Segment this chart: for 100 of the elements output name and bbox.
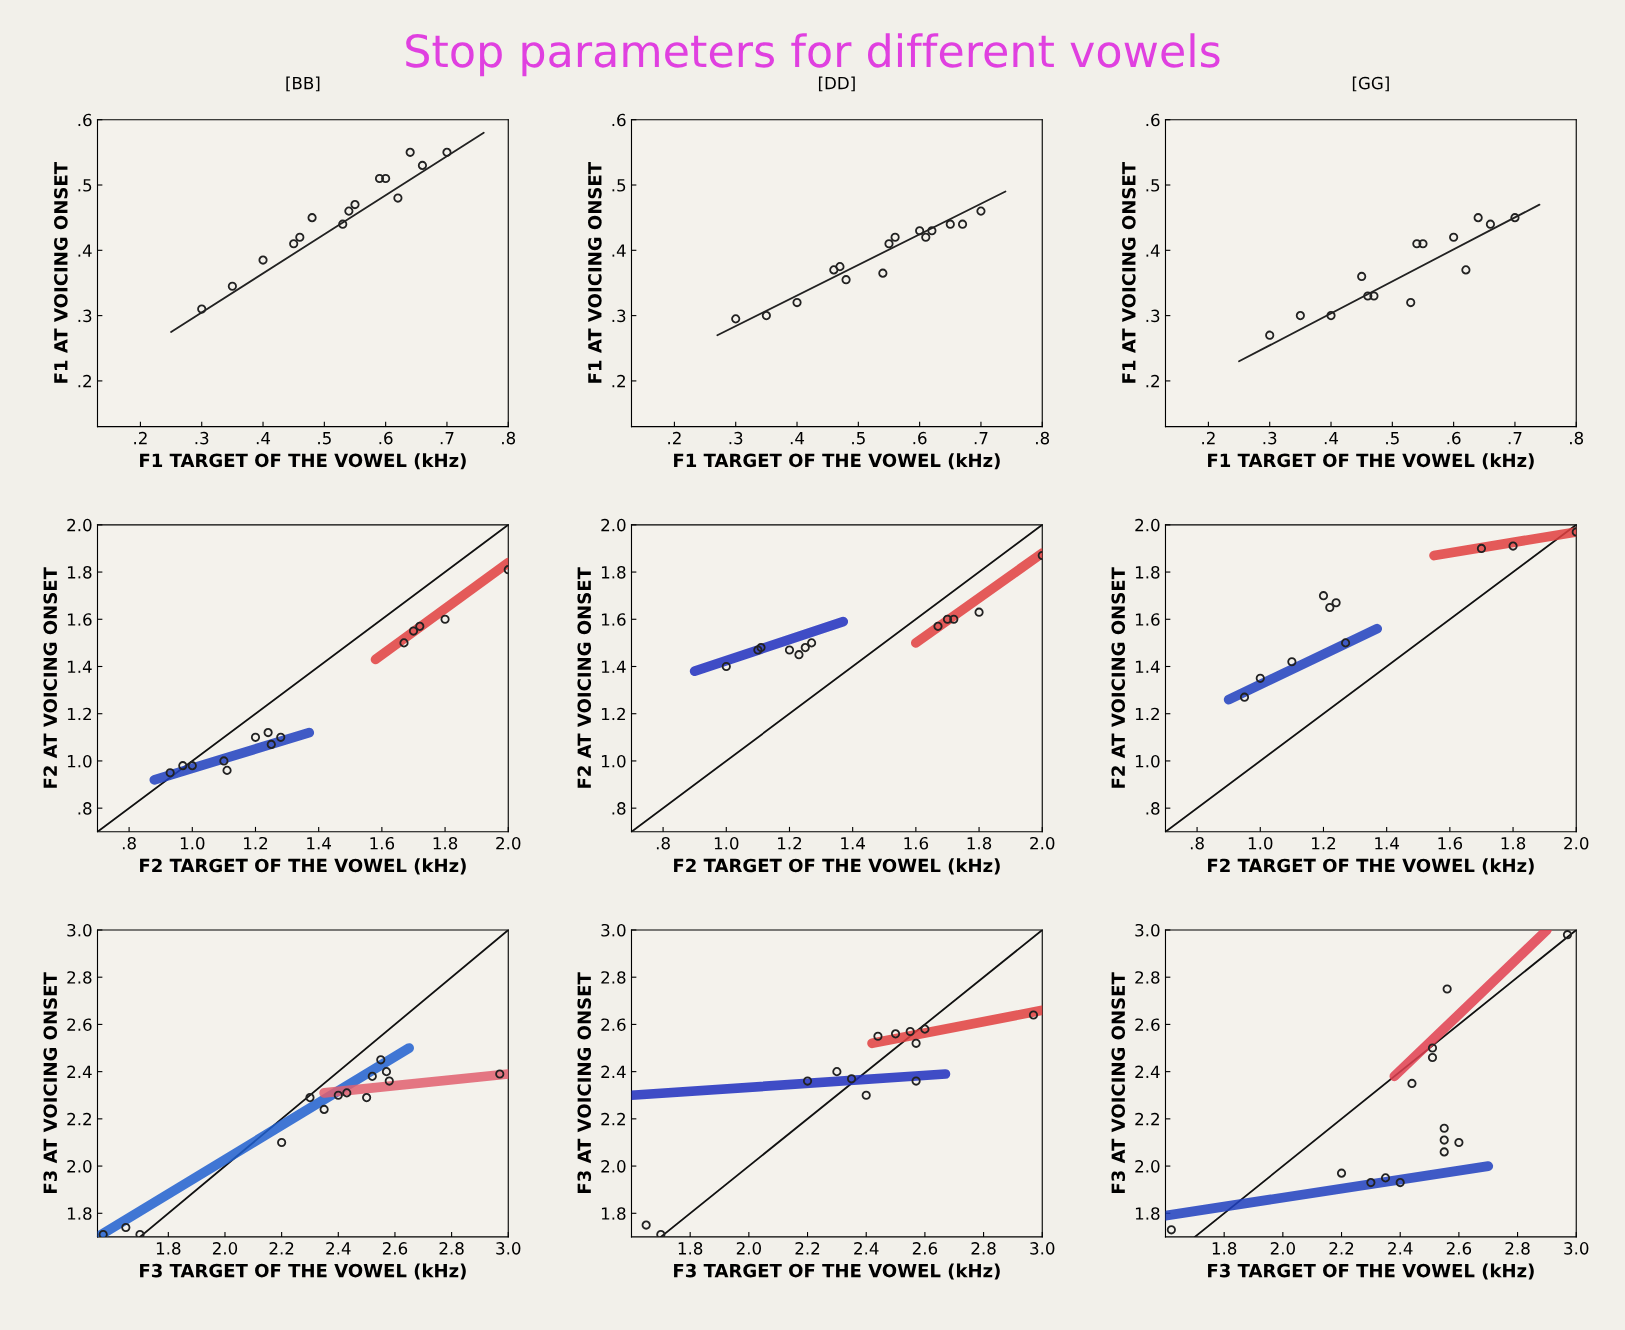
x-tick-label: .8 xyxy=(502,431,516,445)
x-tick-label: 2.8 xyxy=(439,1242,464,1255)
y-axis-title: F2 AT VOICING ONSET xyxy=(43,567,58,788)
y-tick-label: .3 xyxy=(612,309,626,323)
x-tick-label: 1.8 xyxy=(1501,836,1526,850)
y-tick-label: 2.6 xyxy=(1135,1018,1160,1031)
y-axis-title: F3 AT VOICING ONSET xyxy=(43,972,58,1193)
x-tick-label: 2.8 xyxy=(971,1242,996,1255)
x-tick-label: 1.0 xyxy=(714,836,739,850)
y-tick-label: 3.0 xyxy=(1135,923,1160,937)
x-tick-label: .7 xyxy=(440,432,454,445)
chart-title: [BB] xyxy=(286,76,320,92)
y-tick-label: 1.0 xyxy=(601,754,626,768)
x-axis-title: F2 TARGET OF THE VOWEL (kHz) xyxy=(1208,858,1534,875)
y-tick-label: .5 xyxy=(78,179,92,192)
x-tick-label: .2 xyxy=(1202,431,1215,445)
x-tick-label: 1.4 xyxy=(307,837,331,850)
y-tick-label: .6 xyxy=(1146,113,1160,127)
x-tick-label: 1.8 xyxy=(156,1242,181,1255)
y-tick-label: .2 xyxy=(78,374,91,388)
x-tick-label: .8 xyxy=(656,836,670,850)
y-tick-label: 2.0 xyxy=(601,1160,626,1173)
x-tick-label: 1.0 xyxy=(1248,836,1273,850)
y-tick-label: .5 xyxy=(1146,179,1160,192)
x-tick-label: 2.0 xyxy=(1564,836,1589,850)
y-tick-label: 1.8 xyxy=(1135,566,1160,579)
x-axis-title: F3 TARGET OF THE VOWEL (kHz) xyxy=(1208,1263,1534,1280)
y-tick-label: 1.8 xyxy=(601,1207,626,1220)
y-tick-label: .2 xyxy=(612,374,625,388)
x-tick-label: 2.6 xyxy=(382,1242,408,1255)
y-tick-label: 2.6 xyxy=(67,1018,92,1031)
y-tick-label: 2.0 xyxy=(1135,1160,1160,1173)
x-tick-label: 1.4 xyxy=(1375,837,1399,850)
y-tick-label: .6 xyxy=(78,113,92,127)
y-tick-label: 1.6 xyxy=(1135,613,1160,626)
x-tick-label: 3.0 xyxy=(496,1242,521,1255)
x-tick-label: .3 xyxy=(1263,431,1277,445)
x-tick-label: .7 xyxy=(1508,432,1522,445)
x-tick-label: .4 xyxy=(790,432,805,445)
y-tick-label: 2.2 xyxy=(1135,1112,1159,1126)
y-tick-label: 2.8 xyxy=(1135,971,1160,984)
x-tick-label: .5 xyxy=(1386,432,1399,445)
y-tick-label: 1.8 xyxy=(67,1207,92,1220)
x-tick-label: .3 xyxy=(729,431,743,445)
x-tick-label: 2.2 xyxy=(1329,1242,1354,1255)
y-tick-label: 1.8 xyxy=(1135,1207,1160,1220)
y-tick-label: 1.6 xyxy=(601,613,626,626)
y-tick-label: .8 xyxy=(1146,802,1160,815)
y-tick-label: 1.2 xyxy=(1135,707,1159,721)
y-axis-title: F3 AT VOICING ONSET xyxy=(577,972,592,1193)
y-axis-title: F1 AT VOICING ONSET xyxy=(588,162,602,383)
x-tick-label: 3.0 xyxy=(1564,1242,1589,1255)
x-tick-label: .8 xyxy=(1190,836,1204,850)
x-tick-label: 1.8 xyxy=(433,836,458,850)
x-tick-label: .8 xyxy=(1570,431,1584,445)
chart-title: [GG] xyxy=(1352,76,1389,92)
x-tick-label: .8 xyxy=(122,836,136,850)
y-tick-label: 1.0 xyxy=(1135,754,1160,768)
y-tick-label: 2.2 xyxy=(601,1112,625,1126)
y-tick-label: 2.0 xyxy=(67,518,92,532)
x-tick-label: 2.6 xyxy=(912,1242,938,1255)
y-tick-label: 2.4 xyxy=(1135,1065,1160,1078)
y-axis-title: F2 AT VOICING ONSET xyxy=(1111,567,1126,788)
y-tick-label: 3.0 xyxy=(67,923,92,937)
y-tick-label: 2.4 xyxy=(67,1065,92,1078)
y-tick-label: 1.6 xyxy=(67,613,92,626)
x-tick-label: 1.0 xyxy=(180,836,205,850)
y-tick-label: 1.8 xyxy=(67,566,92,579)
x-tick-label: 2.0 xyxy=(496,836,521,850)
chart-title: [DD] xyxy=(818,76,855,92)
x-tick-label: 2.4 xyxy=(326,1242,351,1255)
x-tick-label: 1.8 xyxy=(1212,1242,1237,1255)
x-tick-label: .8 xyxy=(1036,431,1050,445)
x-tick-label: .4 xyxy=(1324,432,1339,445)
x-tick-label: 1.6 xyxy=(370,836,395,850)
x-tick-label: .6 xyxy=(1447,431,1461,445)
x-axis-title: F1 TARGET OF THE VOWEL (kHz) xyxy=(674,453,1000,470)
x-tick-label: 1.2 xyxy=(244,836,268,850)
y-tick-label: 2.0 xyxy=(1135,518,1160,532)
x-tick-label: .7 xyxy=(974,432,988,445)
x-tick-label: 2.4 xyxy=(1388,1242,1413,1255)
x-tick-label: .4 xyxy=(256,432,271,445)
x-tick-label: 2.0 xyxy=(1270,1242,1295,1255)
text: Stop parameters for different vowels xyxy=(406,33,1220,77)
y-tick-label: 1.2 xyxy=(601,707,625,721)
x-tick-label: 1.2 xyxy=(1312,836,1336,850)
x-axis-title: F1 TARGET OF THE VOWEL (kHz) xyxy=(1208,453,1534,470)
y-axis-title: F3 AT VOICING ONSET xyxy=(1111,972,1126,1193)
x-tick-label: 2.4 xyxy=(854,1242,879,1255)
y-tick-label: 2.8 xyxy=(67,971,92,984)
y-tick-label: 1.0 xyxy=(67,754,92,768)
x-tick-label: 2.6 xyxy=(1446,1242,1472,1255)
y-tick-label: 3.0 xyxy=(601,923,626,937)
x-tick-label: 2.2 xyxy=(795,1242,820,1255)
x-tick-label: .5 xyxy=(852,432,865,445)
y-tick-label: 1.4 xyxy=(601,660,626,673)
y-tick-label: .6 xyxy=(612,113,626,127)
y-tick-label: 2.4 xyxy=(601,1065,626,1078)
x-tick-label: 1.6 xyxy=(904,836,929,850)
y-tick-label: .3 xyxy=(1146,309,1160,323)
